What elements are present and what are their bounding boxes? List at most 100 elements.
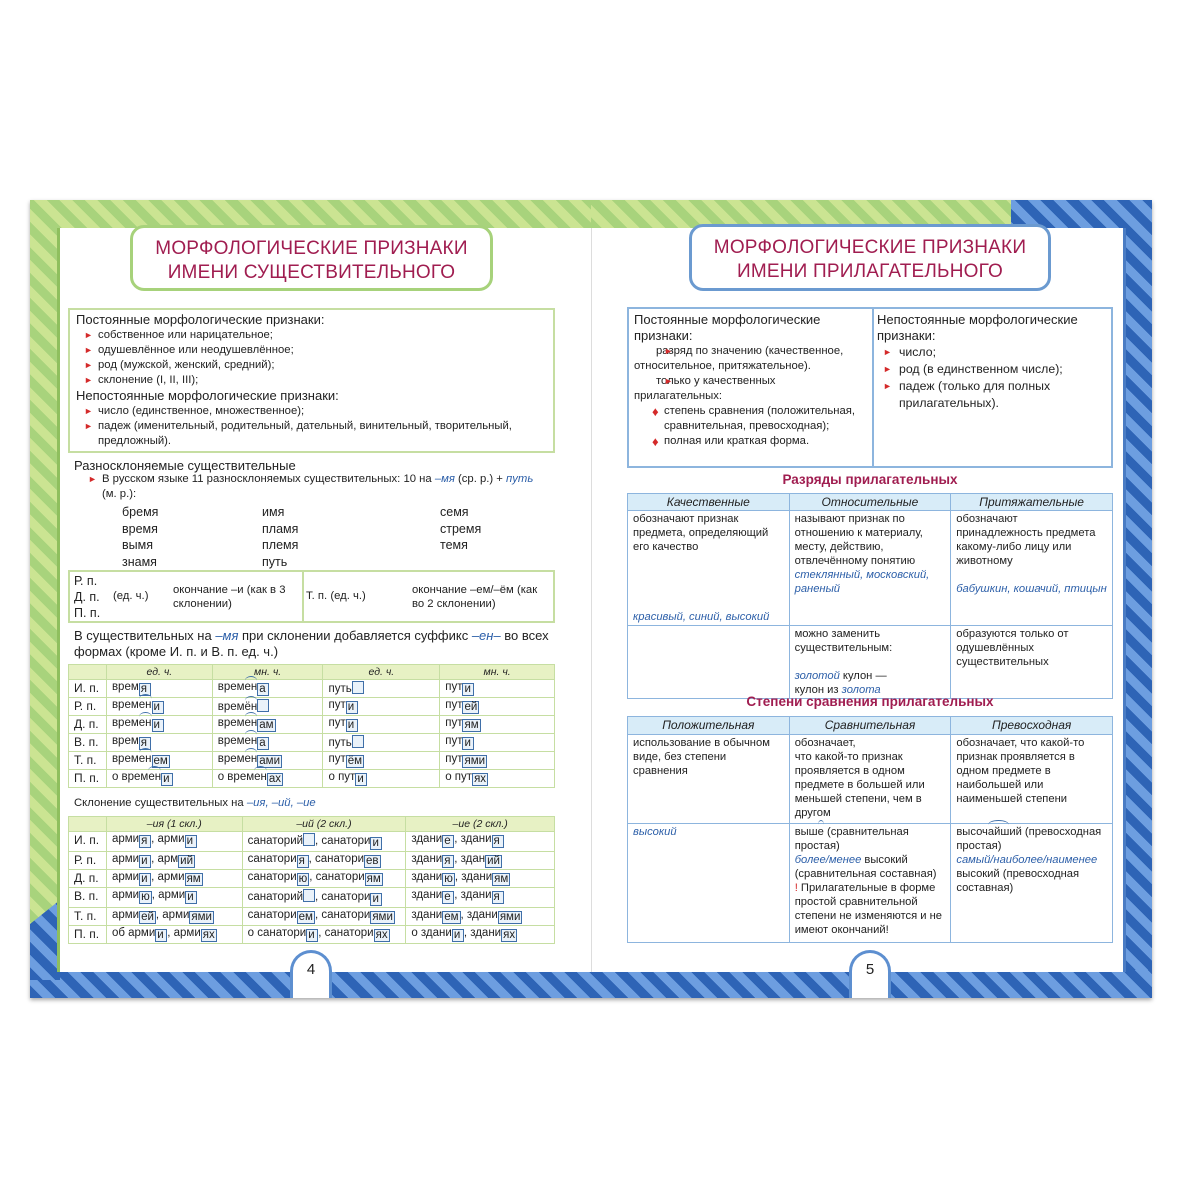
var-list: число (единственное, множественное);паде…: [76, 404, 547, 449]
ending-box: [351, 735, 364, 748]
column-header: Относительные: [788, 493, 952, 511]
text: И. п.: [74, 681, 100, 695]
example-text: высокий: [633, 826, 677, 839]
ending-box: ям: [364, 873, 383, 886]
list-item: степень сравнения (положительная, сравни…: [634, 404, 866, 434]
table-row: Д. п. времен и времен ам пут и пут ям: [68, 712, 555, 734]
table-cell: санатори ем, санатори ями: [241, 907, 407, 926]
text: , арми: [155, 909, 190, 921]
list-item: число;: [877, 344, 1107, 361]
list-item: разряд по значению (качественное, относи…: [634, 344, 866, 374]
ending-box: и: [345, 719, 358, 732]
suffix-arc: ен: [244, 712, 258, 729]
ending-box: ём: [345, 755, 365, 768]
text: , санатори: [315, 891, 371, 903]
table-cell: высочайший (превосходная простая) самый/н…: [950, 820, 1113, 943]
table-cell: санатори ю, санатори ям: [241, 869, 407, 888]
text: , здани: [454, 833, 492, 845]
ending-box: ей: [462, 701, 480, 714]
text: В русском языке 11 разносклоняемых сущес…: [102, 473, 435, 485]
suffix-arc: ен: [244, 748, 258, 765]
table-row: Т. п. времен ем времен ами пут ём пут ями: [68, 748, 555, 770]
table2-caption: Склонение существительных на –ия, –ий, –…: [74, 797, 316, 809]
table-row: Т. п. арми ей, арми ями санатори ем, санатори…: [68, 907, 555, 926]
word: бремя: [122, 505, 159, 519]
table-row: В. п. арми ю, арми и санаторий, санатори и зда…: [68, 887, 555, 908]
text: , здани: [454, 889, 492, 901]
blue-stripe-bottom: [30, 970, 1152, 998]
table-cell: пут ями: [439, 751, 555, 770]
ending-box: и: [185, 891, 198, 904]
text: пут: [445, 717, 463, 729]
text: здани: [411, 871, 443, 883]
page-number: 4: [290, 950, 332, 998]
column-header: мн. ч.: [439, 664, 555, 680]
text: использование в обычном виде, без степен…: [633, 736, 770, 777]
text: об арми: [111, 927, 156, 939]
table-cell: пут и: [322, 697, 441, 716]
table-cell: пут и: [439, 733, 555, 752]
ending-box: [303, 833, 316, 846]
text: высокий (превосходная составная): [956, 868, 1080, 895]
suffix-arc: ен: [138, 694, 152, 711]
title-line: МОРФОЛОГИЧЕСКИЕ ПРИЗНАКИ: [155, 238, 468, 259]
table-cell: о времен ах: [211, 766, 324, 788]
text: обозначает,: [794, 736, 856, 749]
text: , санатори: [314, 909, 371, 921]
ending-box: [257, 699, 270, 712]
column-header: Положительная: [627, 716, 790, 735]
ending-box: [303, 889, 316, 902]
text: Прилагательные в форме простой сравнител…: [794, 882, 943, 937]
suffix-arc: ен: [244, 676, 258, 693]
text: арми: [111, 909, 140, 921]
ending-box: я: [296, 855, 309, 868]
ending-box: ем: [442, 911, 461, 924]
list-item: только у качественных прилагательных:: [634, 374, 866, 404]
table-cell: пут ей: [439, 697, 555, 716]
text: , здан: [454, 853, 486, 865]
var-list: число;род (в единственном числе);падеж (…: [877, 344, 1107, 412]
table-cell: о пут и: [322, 769, 441, 788]
ending-box: [351, 681, 364, 694]
page-number: 5: [849, 950, 891, 998]
table-cell: Р. п.: [68, 697, 107, 716]
table-cell: можно заменить существительным: золотой к…: [788, 625, 952, 699]
table-cell: обозначают принадлежность предмета каком…: [950, 510, 1113, 626]
text: можно заменить существительным:: [794, 628, 893, 654]
ending-box: ями: [370, 911, 395, 924]
text: , арм: [151, 853, 179, 865]
text: врем: [217, 717, 245, 729]
table-cell: пут и: [439, 679, 555, 698]
table-cell: путь: [322, 733, 441, 752]
table-cell: времен ам: [211, 712, 324, 734]
adj-degrees-table: Положительная Сравнительная Превосходная ис…: [627, 716, 1113, 943]
ending-box: и: [451, 929, 464, 942]
text: врем: [111, 753, 139, 765]
word: время: [122, 521, 158, 536]
ending-box: и: [306, 929, 319, 942]
word: знамя: [122, 554, 157, 569]
table-row: Д. п. арми и, арми ям санатори ю, санатори ям з…: [68, 869, 555, 888]
table-cell: о времен и: [105, 766, 213, 788]
ending-box: я: [139, 835, 152, 848]
text: здани: [411, 889, 443, 901]
column-header: –ие (2 скл.): [405, 816, 555, 832]
text: пут: [445, 735, 463, 747]
ending-box: ам: [257, 719, 276, 732]
table-cell: П. п.: [68, 925, 107, 944]
table-cell: времен и: [105, 712, 213, 734]
text: , арми: [151, 871, 185, 883]
text: при склонении добавляется суффикс: [238, 628, 472, 643]
table-cell: В. п.: [68, 887, 107, 908]
declension-table-mya: ед. ч. мн. ч. ед. ч. мн. ч. И. п. врем я времен…: [68, 664, 555, 788]
table-row: В. п. врем я времен а путь пут и: [68, 730, 555, 752]
text: , здани: [460, 909, 498, 921]
text: здани: [411, 909, 443, 921]
text: (ср. р.) +: [454, 473, 507, 485]
ending-box: ю: [296, 873, 310, 886]
ending-box: я: [491, 891, 504, 904]
table-row: можно заменить существительным: золотой к…: [627, 625, 1113, 699]
word: вымя: [122, 538, 153, 552]
column-header: Притяжательные: [950, 493, 1113, 511]
table-cell: здани ем, здани ями: [405, 907, 555, 926]
